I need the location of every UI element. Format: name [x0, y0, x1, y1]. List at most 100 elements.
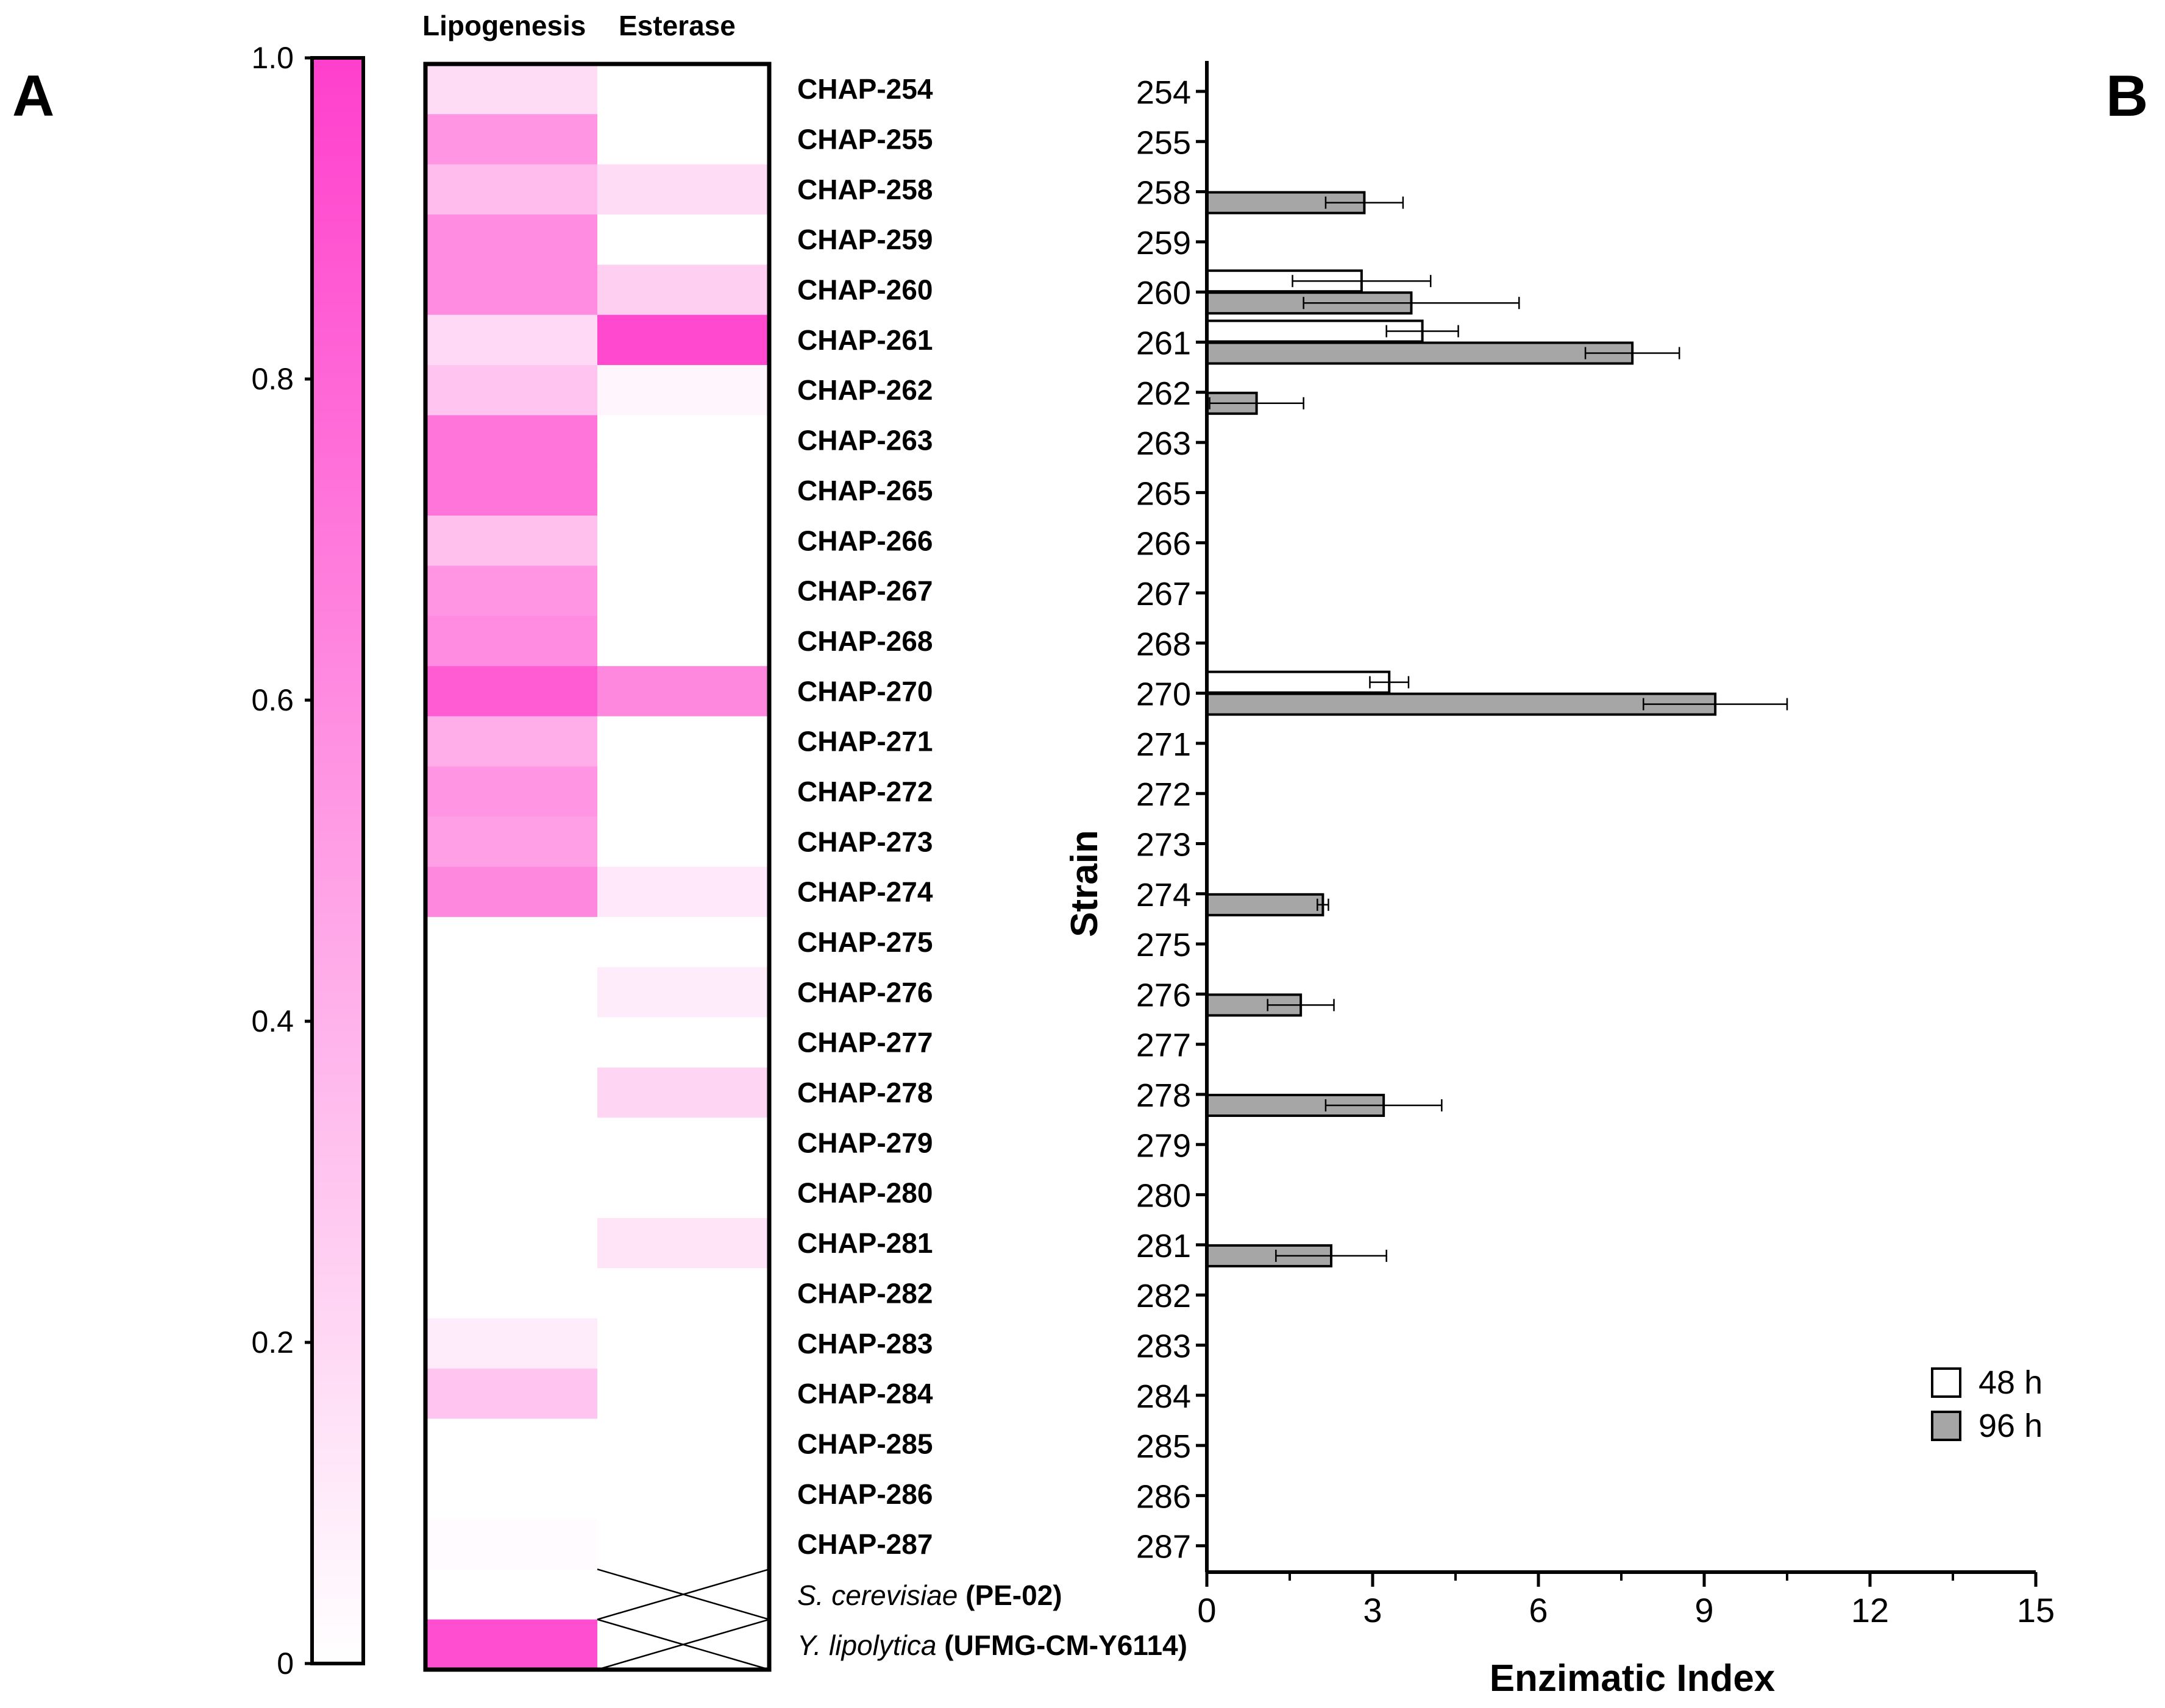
y-axis-label-272: 272 — [1136, 776, 1191, 813]
y-axis-label-260: 260 — [1136, 275, 1191, 311]
y-axis-label-275: 275 — [1136, 927, 1191, 963]
legend-label-96h: 96 h — [1978, 1408, 2042, 1444]
heatmap-cell-chap-277-esterase — [597, 1017, 769, 1068]
heatmap-row-label-chap-259: CHAP-259 — [797, 224, 933, 255]
heatmap-row-label-chap-274: CHAP-274 — [797, 876, 933, 908]
y-axis-categories: 254 255 258 259 260 261 262 263 265 266 267 268 270 2… — [1136, 74, 1207, 1565]
colorbar-gradient — [310, 56, 365, 1665]
heatmap-cell-chap-279-esterase — [597, 1118, 769, 1169]
legend-label-48h: 48 h — [1978, 1364, 2042, 1401]
heatmap-cell-chap-255-esterase — [597, 114, 769, 165]
heatmap-cell-chap-266-lipogenesis — [425, 516, 597, 566]
heatmap-cell-chap-280-lipogenesis — [425, 1168, 597, 1219]
y-axis-label-286: 286 — [1136, 1478, 1191, 1515]
heatmap-row-label-chap-278: CHAP-278 — [797, 1077, 933, 1108]
y-axis-label-261: 261 — [1136, 325, 1191, 362]
heatmap-cell-y-lipolytica-lipogenesis — [425, 1619, 597, 1670]
x-axis-tick-label-3: 3 — [1363, 1591, 1382, 1629]
y-axis-label-268: 268 — [1136, 626, 1191, 662]
colorbar-tick-label-0-6: 0.6 — [251, 683, 294, 717]
heatmap-row-label-chap-266: CHAP-266 — [797, 525, 933, 556]
x-axis-ticks: 0 3 6 9 12 15 — [1197, 1572, 2055, 1629]
bar-chart-error-bars — [1209, 196, 1788, 1262]
bar-261-96-h — [1206, 341, 1634, 365]
heatmap-cell-chap-281-esterase — [597, 1217, 769, 1269]
x-axis-tick-label-9: 9 — [1694, 1591, 1713, 1629]
heatmap-cell-chap-263-lipogenesis — [425, 415, 597, 466]
y-axis-label-280: 280 — [1136, 1178, 1191, 1214]
heatmap-cell-chap-282-esterase — [597, 1268, 769, 1319]
y-axis-label-263: 263 — [1136, 425, 1191, 462]
heatmap-row-label-chap-277: CHAP-277 — [797, 1027, 933, 1058]
heatmap: Lipogenesis Esterase CHAP-254CHAP-255CHA… — [422, 10, 1187, 1672]
y-axis-label-282: 282 — [1136, 1278, 1191, 1314]
x-axis-title: Enzimatic Index — [1490, 1657, 1776, 1699]
heatmap-cell-chap-286-esterase — [597, 1469, 769, 1520]
colorbar-tick-label-0-2: 0.2 — [251, 1325, 294, 1359]
control-label-y-lipolytica: Y. lipolytica (UFMG-CM-Y6114) — [797, 1629, 1187, 1661]
legend: 48 h 96 h — [1931, 1364, 2042, 1444]
control-label-s-cerevisiae: S. cerevisiae (PE-02) — [797, 1579, 1062, 1611]
x-axis-tick-label-6: 6 — [1529, 1591, 1548, 1629]
y-axis-label-259: 259 — [1136, 225, 1191, 261]
heatmap-row-label-chap-286: CHAP-286 — [797, 1478, 933, 1510]
heatmap-cell-s-cerevisiae-esterase-cross-b — [597, 1568, 770, 1620]
heatmap-cell-chap-283-esterase — [597, 1318, 769, 1369]
y-axis-label-279: 279 — [1136, 1127, 1191, 1164]
x-axis-tick-label-15: 15 — [2017, 1591, 2055, 1629]
heatmap-row-label-chap-275: CHAP-275 — [797, 926, 933, 958]
heatmap-cell-chap-254-lipogenesis — [425, 64, 597, 115]
colorbar-ticks: 0 0.2 0.4 0.6 0.8 1.0 — [251, 41, 312, 1681]
y-axis-label-281: 281 — [1136, 1228, 1191, 1264]
heatmap-cell-chap-287-esterase — [597, 1518, 769, 1570]
heatmap-cell-chap-284-lipogenesis — [425, 1368, 597, 1419]
heatmap-row-label-chap-255: CHAP-255 — [797, 124, 933, 155]
heatmap-cell-chap-270-lipogenesis — [425, 666, 597, 717]
bar-270-48-h — [1206, 670, 1391, 694]
heatmap-cell-chap-259-lipogenesis — [425, 214, 597, 265]
colorbar-tick-label-0-8: 0.8 — [251, 362, 294, 396]
heatmap-cell-chap-280-esterase — [597, 1168, 769, 1219]
heatmap-cell-chap-260-esterase — [597, 264, 769, 316]
y-axis-label-276: 276 — [1136, 977, 1191, 1013]
heatmap-cell-chap-260-lipogenesis — [425, 264, 597, 316]
y-axis-label-266: 266 — [1136, 526, 1191, 562]
y-axis-label-278: 278 — [1136, 1077, 1191, 1114]
panel-a-label: A — [12, 63, 54, 129]
heatmap-row-label-chap-254: CHAP-254 — [797, 73, 933, 105]
heatmap-cell-s-cerevisiae-lipogenesis — [425, 1569, 597, 1620]
heatmap-row-label-chap-273: CHAP-273 — [797, 826, 933, 857]
y-axis-label-277: 277 — [1136, 1027, 1191, 1064]
y-axis-label-274: 274 — [1136, 877, 1191, 913]
heatmap-cell-chap-271-lipogenesis — [425, 716, 597, 767]
y-axis-label-267: 267 — [1136, 576, 1191, 612]
heatmap-row-label-chap-260: CHAP-260 — [797, 274, 933, 306]
heatmap-cell-chap-272-esterase — [597, 766, 769, 817]
heatmap-cell-chap-274-esterase — [597, 866, 769, 918]
y-axis-label-262: 262 — [1136, 375, 1191, 412]
colorbar-tick-label-0-4: 0.4 — [251, 1004, 294, 1038]
heatmap-cell-chap-258-lipogenesis — [425, 164, 597, 215]
y-axis-label-271: 271 — [1136, 726, 1191, 763]
y-axis-title: Strain — [1064, 830, 1106, 937]
bar-274-96-h — [1206, 893, 1324, 916]
heatmap-cell-chap-254-esterase — [597, 64, 769, 115]
heatmap-cell-chap-270-esterase — [597, 666, 769, 717]
heatmap-row-label-chap-271: CHAP-271 — [797, 726, 933, 757]
heatmap-column-esterase: Esterase — [619, 10, 736, 41]
colorbar-tick-label-1-0: 1.0 — [251, 41, 294, 75]
y-axis-label-270: 270 — [1136, 676, 1191, 713]
y-axis-label-283: 283 — [1136, 1328, 1191, 1365]
heatmap-row-label-chap-272: CHAP-272 — [797, 776, 933, 807]
heatmap-row-label-chap-258: CHAP-258 — [797, 174, 933, 205]
heatmap-row-labels: CHAP-254 CHAP-255 CHAP-258 CHAP-259 CHAP-260… — [797, 73, 933, 1560]
heatmap-row-label-chap-267: CHAP-267 — [797, 575, 933, 607]
heatmap-row-label-chap-265: CHAP-265 — [797, 475, 933, 506]
y-axis-label-255: 255 — [1136, 124, 1191, 161]
y-axis-label-254: 254 — [1136, 74, 1191, 111]
heatmap-cell-chap-266-esterase — [597, 516, 769, 566]
heatmap-cell-chap-268-lipogenesis — [425, 615, 597, 667]
heatmap-column-lipogenesis: Lipogenesis — [422, 10, 586, 41]
heatmap-row-label-chap-283: CHAP-283 — [797, 1328, 933, 1359]
